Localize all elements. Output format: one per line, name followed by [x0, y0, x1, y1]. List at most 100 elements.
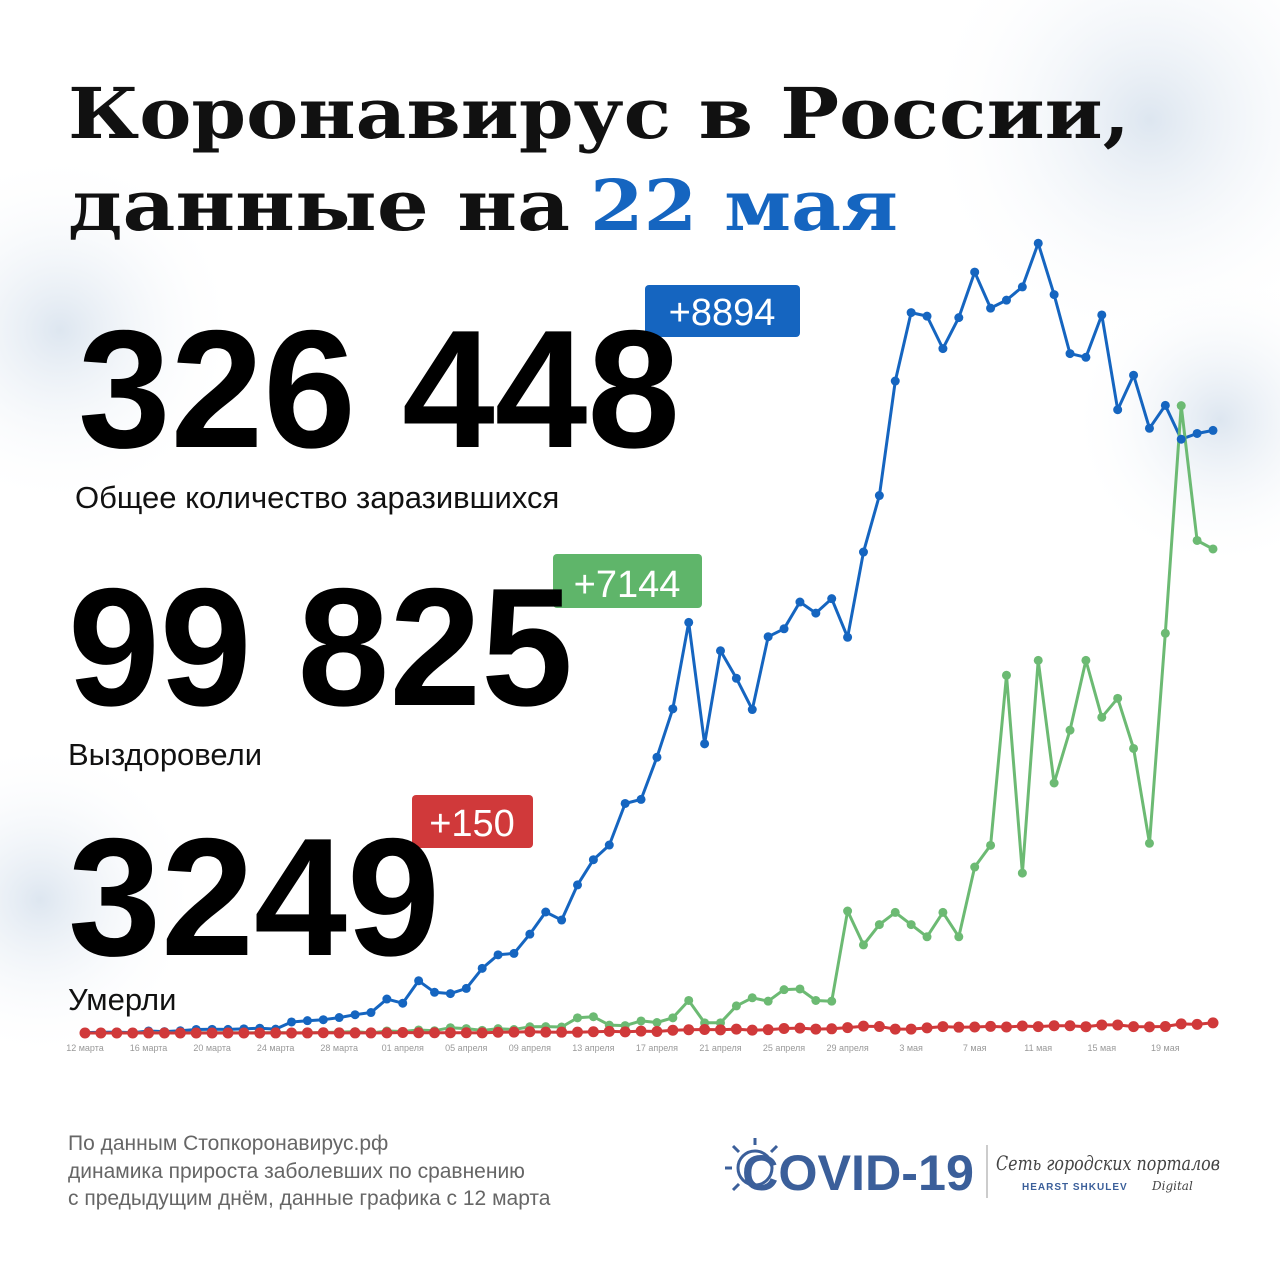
data-point [985, 1020, 997, 1032]
data-point [873, 1020, 885, 1032]
x-tick-label: 28 марта [320, 1043, 358, 1053]
data-point [874, 920, 884, 930]
stat-label: Общее количество заразившихся [75, 480, 559, 515]
data-point [763, 996, 773, 1006]
data-point [1208, 544, 1218, 554]
data-point [1143, 1021, 1155, 1033]
data-point [730, 1023, 742, 1035]
data-point [573, 880, 583, 890]
data-point [477, 963, 487, 973]
data-point [986, 303, 996, 313]
data-point [508, 1026, 520, 1038]
stat-value: 99 825 [68, 553, 573, 741]
data-point [382, 994, 392, 1004]
data-point [922, 311, 932, 321]
data-point [652, 752, 662, 762]
data-point [1112, 1019, 1124, 1031]
data-point [921, 1022, 933, 1034]
data-point [1176, 434, 1186, 444]
data-point [731, 1001, 741, 1011]
data-point [970, 862, 980, 872]
data-point [684, 995, 694, 1005]
data-point [127, 1027, 139, 1039]
data-point [1191, 1018, 1203, 1030]
data-point [667, 1024, 679, 1036]
x-tick-label: 13 апреля [572, 1043, 614, 1053]
data-point [461, 983, 471, 993]
x-tick-label: 16 марта [130, 1043, 168, 1053]
data-point [811, 608, 821, 618]
footer-line: По данным Стопкоронавирус.рф [68, 1132, 388, 1155]
data-point [350, 1010, 360, 1020]
data-point [509, 948, 519, 958]
data-point [778, 1023, 790, 1035]
data-point [1175, 1018, 1187, 1030]
x-tick-label: 01 апреля [382, 1043, 424, 1053]
data-point [365, 1027, 377, 1039]
data-point [414, 976, 424, 986]
data-point [810, 1023, 822, 1035]
x-tick-label: 12 марта [66, 1043, 104, 1053]
x-tick-label: 05 апреля [445, 1043, 487, 1053]
data-point [1128, 1021, 1140, 1033]
data-point [587, 1026, 599, 1038]
data-point [301, 1027, 313, 1039]
data-point [969, 1021, 981, 1033]
badge [553, 554, 702, 608]
data-point [1192, 535, 1202, 545]
data-point [286, 1027, 298, 1039]
data-point [397, 1027, 409, 1039]
data-point [684, 617, 694, 627]
data-point [398, 998, 408, 1008]
x-tick-label: 3 мая [899, 1043, 923, 1053]
data-point [1176, 401, 1186, 411]
bg-blob [0, 150, 240, 510]
title-date: 22 мая [590, 164, 898, 247]
data-point [699, 1024, 711, 1036]
data-point [779, 624, 789, 634]
data-point [1113, 405, 1123, 415]
data-point [811, 995, 821, 1005]
data-point [588, 855, 598, 865]
data-point [794, 1022, 806, 1034]
data-point [270, 1027, 282, 1039]
data-point [430, 987, 440, 997]
data-point [540, 1026, 552, 1038]
data-point [302, 1016, 312, 1026]
data-point [1032, 1021, 1044, 1033]
data-point [190, 1027, 202, 1039]
data-point [714, 1024, 726, 1036]
stat-value: 326 448 [78, 295, 680, 483]
data-point [937, 1021, 949, 1033]
stat-delta: +7144 [574, 564, 681, 606]
data-point [1016, 1020, 1028, 1032]
data-point [1159, 1020, 1171, 1032]
data-point [1160, 628, 1170, 638]
data-point [541, 907, 551, 917]
data-point [572, 1026, 584, 1038]
data-point [636, 794, 646, 804]
data-point [938, 344, 948, 354]
x-tick-label: 15 мая [1087, 1043, 1116, 1053]
data-point [683, 1024, 695, 1036]
data-point [1081, 655, 1091, 665]
data-point [1065, 349, 1075, 359]
data-point [795, 984, 805, 994]
data-point [651, 1026, 663, 1038]
data-point [492, 1026, 504, 1038]
data-point [970, 267, 980, 277]
data-point [444, 1027, 456, 1039]
data-point [1017, 868, 1027, 878]
data-point [620, 798, 630, 808]
badge [645, 285, 800, 337]
logo-name: COVID-19 [742, 1145, 974, 1201]
data-point [1192, 428, 1202, 438]
data-point [557, 915, 567, 925]
data-point [843, 906, 853, 916]
data-point [429, 1027, 441, 1039]
data-point [222, 1027, 234, 1039]
data-point [763, 632, 773, 642]
data-point [1160, 400, 1170, 410]
title-line: данные на [68, 164, 570, 247]
data-point [1001, 670, 1011, 680]
